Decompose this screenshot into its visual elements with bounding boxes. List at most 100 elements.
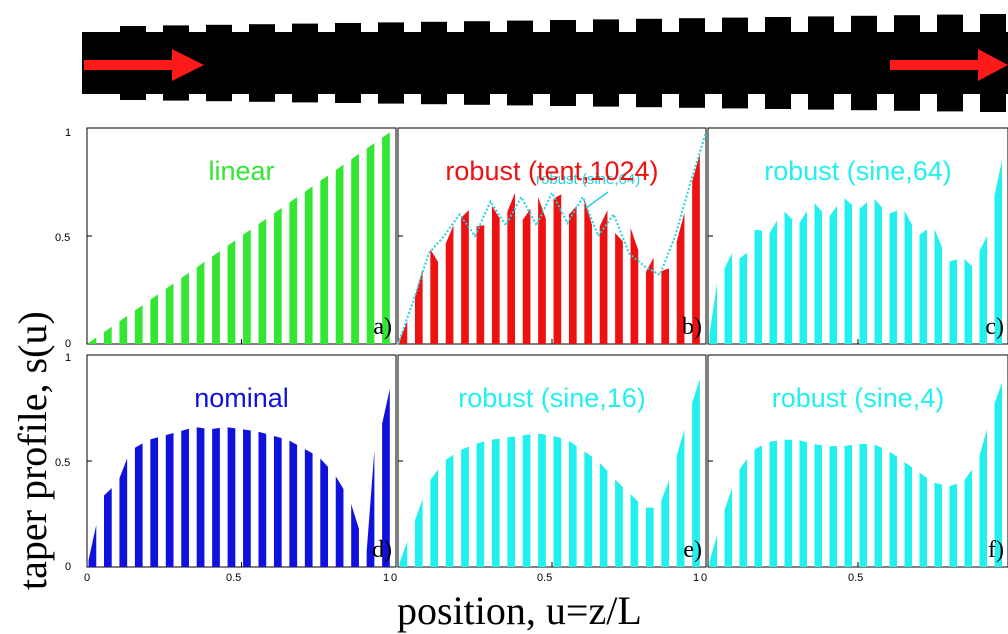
profile-bar [476, 441, 485, 567]
profile-bar [615, 233, 623, 344]
profile-bar [739, 252, 747, 344]
profile-bar [919, 472, 927, 567]
profile-bar [445, 454, 454, 567]
waveguide-schematic [82, 14, 1008, 112]
profile-bar [414, 269, 423, 344]
profile-bar [739, 458, 747, 567]
profile-bar [844, 444, 852, 567]
waveguide-tooth [378, 22, 404, 32]
profile-bar [382, 388, 390, 567]
profile-bar [399, 541, 408, 567]
waveguide-tooth [980, 94, 1006, 112]
profile-bar [769, 440, 777, 567]
y-tick-label: 0.5 [55, 232, 70, 244]
x-tick-label: 0.5 [226, 572, 241, 584]
waveguide-tooth [421, 21, 447, 32]
profile-bar [522, 209, 531, 344]
y-tick-label: 0.5 [55, 457, 70, 469]
profile-bar [645, 507, 654, 567]
profile-bar [829, 446, 837, 567]
profile-bar [461, 446, 469, 567]
profile-bar [964, 259, 972, 344]
profile-bar [692, 153, 700, 344]
profile-bar [889, 451, 897, 567]
profile-bar [134, 305, 143, 344]
panel-f: robust (sine,4) f) [707, 354, 1008, 568]
profile-bar [196, 261, 205, 344]
profile-bar [979, 429, 987, 567]
panel-title: linear [208, 156, 274, 186]
profile-bar [661, 268, 670, 344]
panel-label: e) [683, 537, 702, 563]
x-tick-label: 1 [693, 572, 699, 584]
waveguide-tooth [636, 94, 662, 108]
profile-bar [476, 225, 485, 344]
panel-label: c) [985, 314, 1004, 340]
profile-bar [335, 476, 344, 567]
profile-bar [844, 198, 852, 344]
profile-bar [769, 220, 777, 344]
profile-bar [366, 450, 375, 567]
waveguide-tooth [292, 94, 318, 103]
waveguide-tooth [679, 94, 705, 108]
profile-bar [491, 438, 500, 567]
profile-bar [645, 257, 654, 344]
waveguide-tooth [851, 15, 877, 33]
profile-bar [243, 229, 251, 344]
profile-bar [289, 197, 298, 344]
profile-bar [630, 494, 639, 567]
profile-bar [615, 479, 623, 567]
waveguide-tooth [808, 94, 834, 110]
profile-bar [709, 535, 717, 567]
profile-bar [320, 175, 329, 344]
profile-bar [904, 462, 912, 567]
waveguide-tooth [980, 14, 1006, 32]
waveguide-tooth [851, 94, 877, 111]
waveguide-tooth [679, 18, 705, 32]
profile-bar [934, 482, 942, 567]
y-tick-label: 1 [65, 127, 71, 139]
waveguide-tooth [937, 94, 963, 112]
profile-bar [320, 458, 329, 567]
profile-bar [599, 462, 608, 567]
profile-bar [799, 210, 807, 344]
panel-title: nominal [194, 383, 289, 413]
panel-label: a) [373, 314, 392, 340]
profile-bar [243, 429, 251, 567]
profile-bar [461, 210, 469, 344]
annotation-arrow-icon [585, 191, 609, 209]
waveguide-tooth [894, 94, 920, 111]
profile-bar [366, 143, 375, 344]
waveguide-tooth [464, 21, 490, 32]
panel-b: robust (sine,64)robust (tent,1024) b) [397, 127, 707, 345]
profile-bar [538, 197, 546, 344]
waveguide-tooth [593, 94, 619, 107]
waveguide-tooth [292, 23, 318, 32]
profile-bar [859, 202, 867, 344]
input-arrow-icon [84, 49, 204, 81]
profile-bar [676, 212, 685, 344]
profile-bar [181, 272, 189, 344]
profile-bar [88, 525, 97, 567]
y-tick-label: 0 [65, 338, 71, 350]
waveguide-body [82, 32, 1008, 94]
x-tick-label: 0 [84, 572, 90, 584]
profile-bar [273, 435, 282, 567]
waveguide-tooth [765, 94, 791, 109]
panel-c: robust (sine,64) c) [707, 127, 1008, 345]
profile-bar [430, 469, 439, 567]
waveguide-tooth [894, 15, 920, 32]
profile-bar [799, 440, 807, 567]
profile-bar [445, 225, 454, 344]
profile-bar [964, 469, 972, 567]
profile-bar [568, 440, 577, 567]
profile-bar [304, 186, 313, 344]
profile-bar [304, 449, 313, 567]
panel-title: robust (tent,1024) [445, 156, 658, 186]
profile-bar [522, 434, 531, 567]
profile-bar [949, 259, 957, 344]
profile-bar [661, 480, 670, 567]
panel-title: robust (sine,64) [764, 156, 952, 186]
profile-bar [351, 504, 359, 567]
profile-bar [676, 429, 685, 567]
